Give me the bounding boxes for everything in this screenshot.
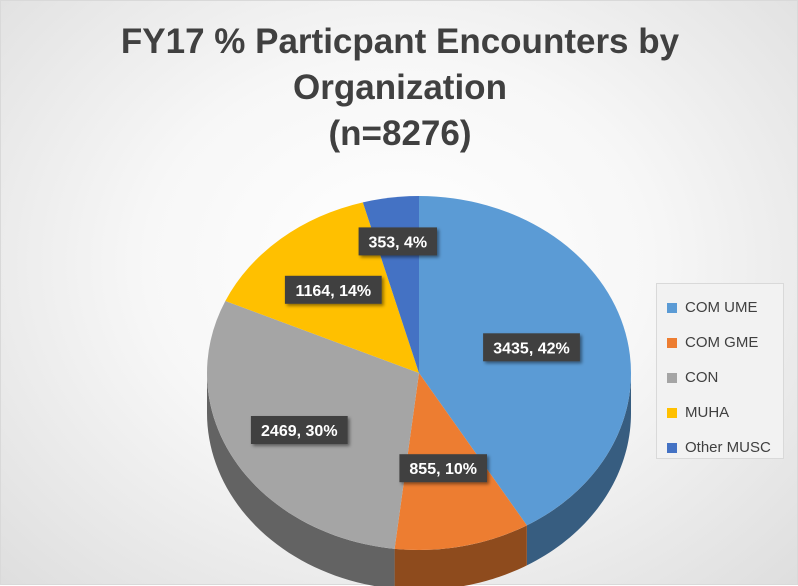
data-label-3: 1164, 14% bbox=[284, 275, 382, 304]
legend-label: MUHA bbox=[685, 404, 730, 421]
pie-side-2 bbox=[207, 373, 395, 586]
legend-item-com-gme: COM GME bbox=[657, 325, 783, 360]
legend-label: CON bbox=[685, 369, 719, 386]
data-label-text: 353, 4% bbox=[368, 234, 427, 251]
legend-item-other-musc: Other MUSC bbox=[657, 430, 783, 465]
data-label-text: 3435, 42% bbox=[493, 340, 570, 357]
legend-label: COM UME bbox=[685, 299, 758, 316]
legend-swatch bbox=[667, 372, 677, 383]
legend-item-com-ume: COM UME bbox=[657, 290, 783, 325]
data-label-text: 855, 10% bbox=[409, 461, 477, 478]
legend-item-muha: MUHA bbox=[657, 395, 783, 430]
data-label-0: 3435, 42% bbox=[483, 333, 580, 362]
legend-label: Other MUSC bbox=[685, 439, 771, 456]
data-label-box bbox=[358, 227, 437, 256]
chart-title-line-1: FY17 % Particpant Encounters by bbox=[120, 22, 680, 61]
legend-swatch bbox=[667, 442, 677, 453]
chart-title: FY17 % Particpant Encounters by Organiza… bbox=[1, 19, 798, 157]
data-label-box bbox=[250, 416, 348, 444]
legend-swatch bbox=[667, 337, 677, 348]
data-label-text: 1164, 14% bbox=[295, 283, 371, 300]
data-label-text: 2469, 30% bbox=[261, 423, 338, 440]
pie-side-1 bbox=[394, 525, 527, 586]
legend-item-con: CON bbox=[657, 360, 783, 395]
pie-data-labels: 3435, 42% 855, 10% 2469, 30% 1164, 14% 353, … bbox=[250, 227, 580, 483]
legend-swatch bbox=[667, 407, 677, 418]
legend-swatch bbox=[667, 302, 677, 313]
chart-title-line-2: Organization bbox=[293, 68, 507, 107]
legend: COM UME COM GME CON MUHA Other MUSC bbox=[656, 283, 784, 459]
pie-side-0 bbox=[526, 373, 631, 566]
data-label-2: 2469, 30% bbox=[250, 416, 348, 444]
legend-label: COM GME bbox=[685, 334, 759, 351]
pie-sides bbox=[207, 373, 631, 586]
data-label-box bbox=[399, 454, 487, 483]
data-label-4: 353, 4% bbox=[358, 227, 437, 256]
chart-title-line-3: (n=8276) bbox=[328, 114, 472, 153]
data-label-box bbox=[284, 275, 382, 304]
data-label-1: 855, 10% bbox=[399, 454, 487, 483]
data-label-box bbox=[483, 333, 580, 362]
